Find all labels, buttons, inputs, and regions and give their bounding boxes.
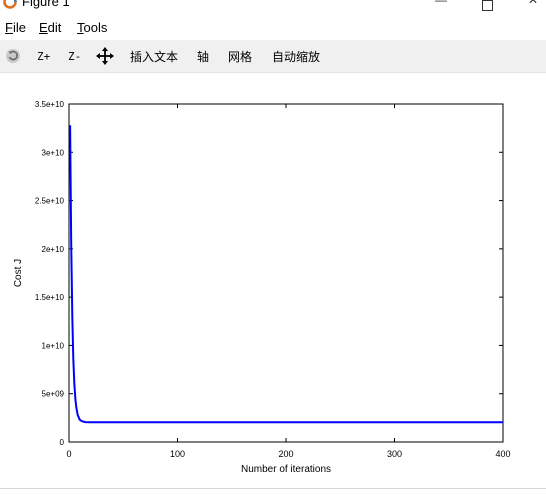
y-tick-label: 5e+09 (42, 390, 65, 399)
y-axis-label: Cost J (13, 259, 24, 287)
close-icon: ✕ (527, 0, 539, 7)
insert-text-button[interactable]: 插入文本 (130, 49, 179, 64)
menu-edit[interactable]: Edit (39, 20, 61, 35)
menu-file[interactable]: File (5, 20, 26, 35)
y-tick-label: 3.5e+10 (35, 100, 65, 109)
minimize-button[interactable]: — (426, 0, 456, 8)
plot-lines (69, 125, 503, 424)
menu-tools[interactable]: Tools (77, 20, 107, 35)
y-tick-label: 0 (60, 438, 65, 447)
title-bar: Figure 1 — ✕ (0, 0, 546, 14)
zoom-out-button[interactable]: Z- (68, 49, 82, 63)
x-axis: 0 100 200 300 400 (66, 104, 511, 459)
maximize-button[interactable] (472, 0, 502, 11)
grid-button[interactable]: 网格 (228, 49, 253, 64)
y-tick-label: 1.5e+10 (35, 293, 65, 302)
status-divider (0, 488, 546, 489)
x-tick-label: 100 (170, 449, 185, 459)
rotate-icon (6, 49, 20, 63)
close-button[interactable]: ✕ (518, 0, 546, 8)
x-tick-label: 300 (387, 449, 402, 459)
chart: 0 100 200 300 400 0 5e+09 1e+10 1.5e+10 2e+10 2.5… (13, 100, 511, 475)
x-tick-label: 0 (66, 449, 71, 459)
menu-bar: File Edit Tools (0, 17, 546, 39)
series-line (69, 125, 503, 424)
figure-canvas[interactable]: 0 100 200 300 400 0 5e+09 1e+10 1.5e+10 2e+10 2.5… (0, 73, 546, 490)
pan-button[interactable] (96, 40, 114, 72)
y-tick-label: 3e+10 (42, 148, 65, 157)
zoom-in-button[interactable]: Z+ (37, 49, 51, 63)
plot-box (68, 103, 504, 443)
toolbar: Z+ Z- 插入文本 轴 网格 自动缩放 (0, 40, 546, 73)
x-tick-label: 400 (495, 449, 510, 459)
y-tick-label: 2e+10 (42, 245, 65, 254)
app-icon (3, 0, 17, 9)
window-title: Figure 1 (22, 0, 70, 9)
y-axis: 0 5e+09 1e+10 1.5e+10 2e+10 2.5e+10 3e+10 3.5e+… (35, 100, 503, 447)
autoscale-button[interactable]: 自动缩放 (272, 49, 321, 64)
menu-edit-label: dit (47, 20, 62, 35)
maximize-icon (481, 0, 493, 11)
rotate-button[interactable] (4, 40, 22, 72)
pan-arrows-icon (96, 47, 114, 65)
y-tick-label: 2.5e+10 (35, 197, 65, 206)
menu-file-mnemonic: F (5, 20, 13, 35)
y-tick-label: 1e+10 (42, 341, 65, 350)
menu-edit-mnemonic: E (39, 20, 48, 35)
minimize-icon: — (435, 0, 447, 7)
x-tick-label: 200 (278, 449, 293, 459)
menu-tools-label: ools (83, 20, 108, 35)
axis-button[interactable]: 轴 (197, 49, 210, 64)
menu-file-label: ile (12, 20, 26, 35)
menu-tools-mnemonic: T (77, 20, 84, 35)
x-axis-label: Number of iterations (241, 464, 331, 475)
